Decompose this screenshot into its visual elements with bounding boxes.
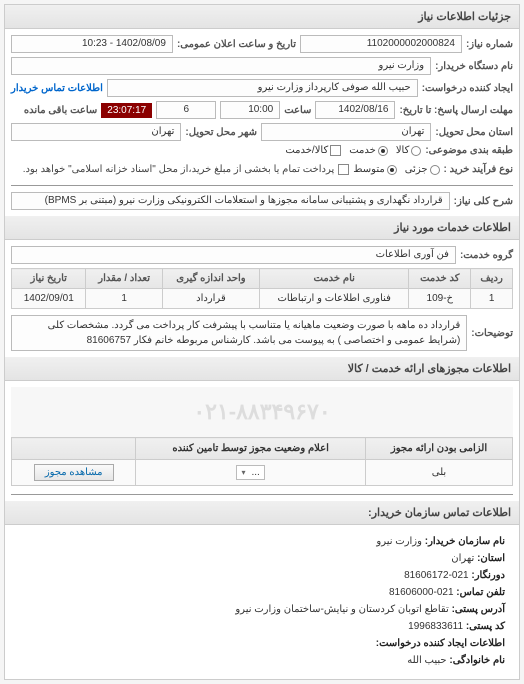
- contact-org-label: نام سازمان خریدار:: [425, 536, 505, 547]
- permit-col-mandatory: الزامی بودن ارائه مجوز: [365, 438, 512, 460]
- separator-1: [11, 185, 513, 186]
- small-radio[interactable]: [430, 165, 440, 175]
- delivery-city-value: تهران: [11, 123, 181, 141]
- need-details-panel: جزئیات اطلاعات نیاز شماره نیاز: 11020000…: [4, 4, 520, 680]
- cell-row: 1: [471, 289, 513, 309]
- services-section-title: اطلاعات خدمات مورد نیاز: [5, 216, 519, 240]
- col-name: نام خدمت: [260, 269, 409, 289]
- cell-unit: قرارداد: [162, 289, 259, 309]
- goods-service-checkbox[interactable]: [330, 145, 341, 156]
- medium-radio-label: متوسط: [353, 164, 384, 175]
- permit-col-action: [12, 438, 136, 460]
- contact-name-value: حبیب الله: [407, 655, 446, 666]
- purchase-type-label: نوع فرآیند خرید :: [444, 164, 513, 175]
- service-radio[interactable]: [378, 146, 388, 156]
- small-radio-label: جزئی: [405, 164, 428, 175]
- contact-address-label: آدرس پستی:: [452, 604, 505, 615]
- deadline-time-value: 10:00: [220, 101, 280, 119]
- contact-postcode-label: کد پستی:: [466, 621, 505, 632]
- service-group-value: فن آوری اطلاعات: [11, 246, 456, 264]
- contact-state-value: تهران: [451, 553, 474, 564]
- payment-checkbox[interactable]: [338, 164, 349, 175]
- number-value: 1102000002000824: [300, 35, 462, 53]
- deadline-label: مهلت ارسال پاسخ: تا تاریخ:: [399, 105, 513, 116]
- service-group-label: گروه خدمت:: [460, 250, 513, 261]
- goods-service-label: کالا/خدمت: [285, 145, 328, 156]
- payment-note: پرداخت تمام یا بخشی از مبلغ خرید،از محل …: [11, 164, 334, 175]
- col-code: کد خدمت: [409, 269, 471, 289]
- services-table-row: 1 خ-109 فناوری اطلاعات و ارتباطات قراردا…: [12, 289, 513, 309]
- panel-title: جزئیات اطلاعات نیاز: [5, 5, 519, 29]
- col-date: تاریخ نیاز: [12, 269, 86, 289]
- desc-value: قرارداد نگهداری و پشتیبانی سامانه مجوزها…: [11, 192, 450, 210]
- remaining-label: ساعت باقی مانده: [24, 105, 97, 116]
- watermark-section: ۰۲۱-۸۸۳۴۹۶۷۰: [11, 387, 513, 437]
- services-table: ردیف کد خدمت نام خدمت واحد اندازه گیری ت…: [11, 268, 513, 309]
- notes-value: قرارداد ده ماهه با صورت وضعیت ماهیانه یا…: [11, 315, 467, 351]
- cell-code: خ-109: [409, 289, 471, 309]
- permit-status-placeholder: ...: [251, 467, 259, 478]
- permit-col-status: اعلام وضعیت مجوز توسط تامین کننده: [136, 438, 366, 460]
- buyer-org-label: نام دستگاه خریدار:: [435, 61, 513, 72]
- contact-link[interactable]: اطلاعات تماس خریدار: [11, 83, 103, 94]
- delivery-state-label: استان محل تحویل:: [435, 127, 513, 138]
- contact-name-label: نام خانوادگی:: [449, 655, 505, 666]
- permits-table: الزامی بودن ارائه مجوز اعلام وضعیت مجوز …: [11, 437, 513, 486]
- cell-date: 1402/09/01: [12, 289, 86, 309]
- col-unit: واحد اندازه گیری: [162, 269, 259, 289]
- time-label-1: ساعت: [284, 105, 311, 116]
- contact-phone-label: تلفن تماس:: [456, 587, 505, 598]
- medium-radio[interactable]: [387, 165, 397, 175]
- goods-radio-label: کالا: [396, 145, 410, 156]
- col-row: ردیف: [471, 269, 513, 289]
- permits-table-row: بلی ... ▾ مشاهده مجوز: [12, 460, 513, 486]
- budget-label: طبقه بندی موضوعی:: [425, 145, 513, 156]
- contact-info-block: نام سازمان خریدار: وزارت نیرو استان: تهر…: [11, 529, 513, 673]
- purchase-type-radio-group: جزئی متوسط: [353, 164, 439, 175]
- contact-section-title: اطلاعات تماس سازمان خریدار:: [5, 501, 519, 525]
- contact-phone-value: 021-81606000: [389, 587, 454, 598]
- contact-address-value: تقاطع اتوبان کردستان و نیایش-ساختمان وزا…: [235, 604, 448, 615]
- chevron-down-icon: ▾: [241, 468, 245, 477]
- contact-org-value: وزارت نیرو: [376, 536, 422, 547]
- announce-label: تاریخ و ساعت اعلان عمومی:: [177, 39, 296, 50]
- permit-mandatory-cell: بلی: [365, 460, 512, 486]
- remaining-days-value: 6: [156, 101, 216, 119]
- countdown-timer: 23:07:17: [101, 103, 152, 118]
- notes-label: توضیحات:: [471, 328, 513, 339]
- contact-creator-label: اطلاعات ایجاد کننده درخواست:: [376, 638, 505, 649]
- watermark-text: ۰۲۱-۸۸۳۴۹۶۷۰: [193, 399, 330, 425]
- service-radio-label: خدمت: [349, 145, 376, 156]
- category-radio-group: کالا خدمت کالا/خدمت: [285, 145, 421, 156]
- requester-label: ایجاد کننده درخواست:: [422, 83, 513, 94]
- cell-qty: 1: [86, 289, 162, 309]
- col-qty: تعداد / مقدار: [86, 269, 162, 289]
- buyer-org-value: وزارت نیرو: [11, 57, 431, 75]
- announce-value: 1402/08/09 - 10:23: [11, 35, 173, 53]
- deadline-date-value: 1402/08/16: [315, 101, 395, 119]
- contact-state-label: استان:: [477, 553, 505, 564]
- cell-name: فناوری اطلاعات و ارتباطات: [260, 289, 409, 309]
- permits-section-title: اطلاعات مجوزهای ارائه خدمت / کالا: [5, 357, 519, 381]
- view-permit-button[interactable]: مشاهده مجوز: [34, 464, 114, 481]
- number-label: شماره نیاز:: [466, 39, 513, 50]
- delivery-state-value: تهران: [261, 123, 431, 141]
- requester-value: حبیب الله صوفی کارپرداز وزارت نیرو: [107, 79, 418, 97]
- goods-radio[interactable]: [411, 146, 421, 156]
- services-table-header-row: ردیف کد خدمت نام خدمت واحد اندازه گیری ت…: [12, 269, 513, 289]
- permit-status-select[interactable]: ... ▾: [236, 465, 264, 480]
- delivery-city-label: شهر محل تحویل:: [185, 127, 257, 138]
- desc-label: شرح کلی نیاز:: [454, 196, 513, 207]
- contact-postcode-value: 1996833611: [408, 621, 463, 632]
